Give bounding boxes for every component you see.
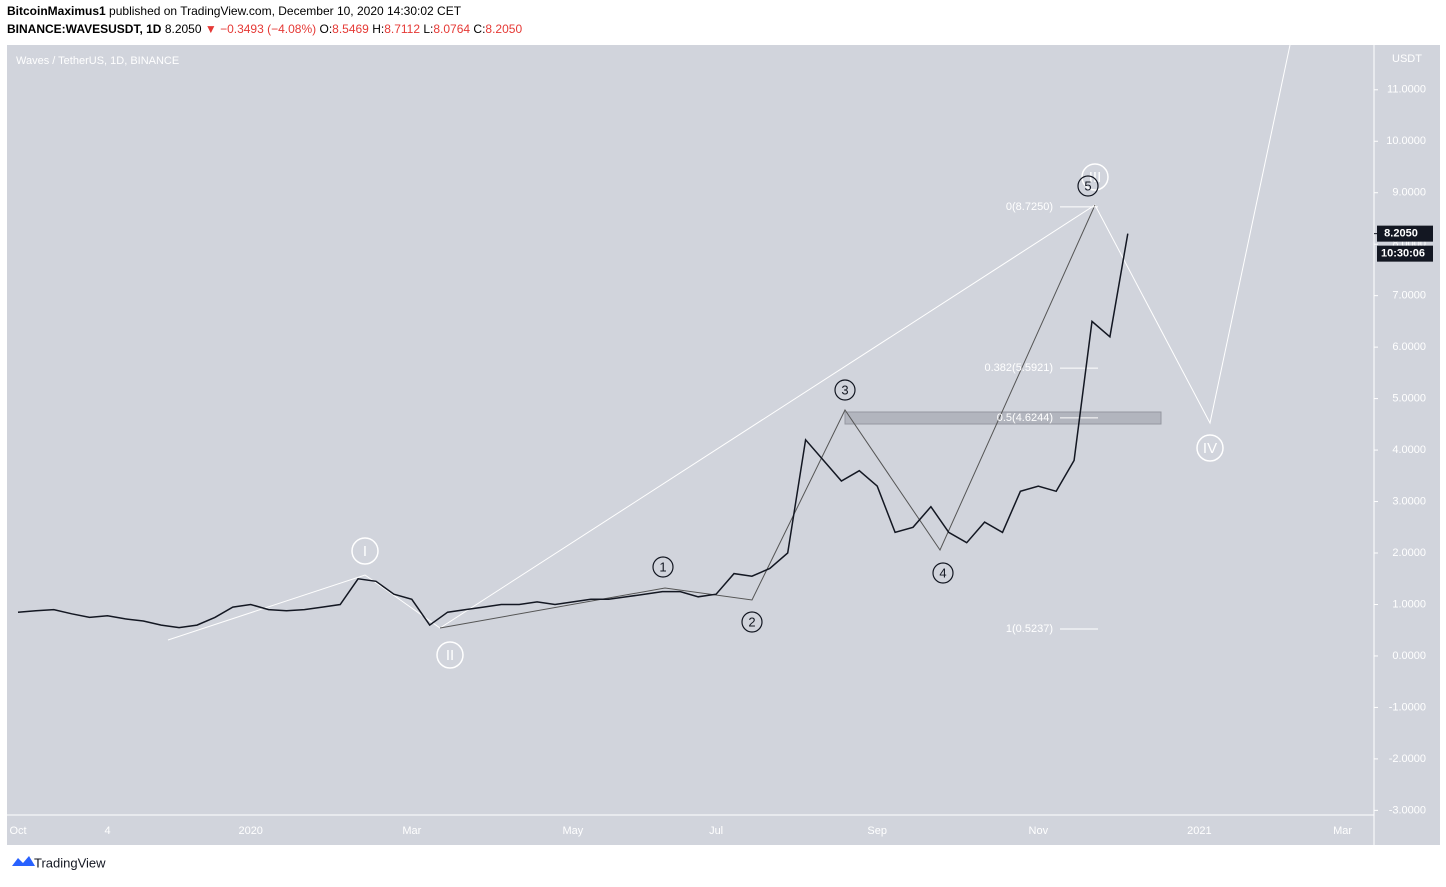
wave-lines-minor [439,204,1096,629]
x-tick-label: Sep [867,825,887,837]
y-tick-label: 10.0000 [1386,135,1426,147]
x-tick-label: Nov [1029,825,1049,837]
change: ▼ −0.3493 (−4.08%) [205,22,316,36]
header-line: BitcoinMaximus1 published on TradingView… [7,4,462,18]
countdown: 10:30:06 [1381,248,1425,260]
price-tag-bg [1377,225,1433,242]
logo [12,856,35,866]
y-tick-label: 11.0000 [1387,84,1426,96]
major-circles [351,163,1224,669]
x-tick-label: 2021 [1187,825,1211,837]
y-tick-label: -3.0000 [1389,804,1426,816]
wave-lines-major [167,44,1291,641]
x-tick-label: 4 [104,825,110,837]
wave-label: 1 [659,559,666,574]
brand: TradingView [34,855,106,870]
wave-label: 4 [939,565,946,580]
zone [844,411,1162,425]
y-tick-label: 6.0000 [1392,341,1426,353]
y-tick-label: 7.0000 [1392,290,1426,302]
h-label: H: [372,22,384,36]
plot-bg [7,45,1374,815]
y-tick-label: 3.0000 [1392,495,1426,507]
y-tick-label: 9.0000 [1392,187,1426,199]
l-label: L: [423,22,433,36]
high: 8.7112 [384,22,420,36]
y-tick-label: 2.0000 [1392,547,1426,559]
y-axis-label: USDT [1392,53,1422,65]
price-tag: 8.2050 [1384,228,1418,240]
circle [1077,175,1099,197]
y-tick-label: 1.0000 [1392,598,1426,610]
open: 8.5469 [332,22,369,36]
last: 8.2050 [165,22,202,36]
o-label: O: [319,22,332,36]
circle [1196,434,1224,462]
circle [741,611,763,633]
wave-label: IV [1203,440,1217,457]
wave-path [167,44,1291,641]
y-tick-label: 4.0000 [1392,444,1426,456]
wave-label: 3 [841,382,848,397]
wave-label: II [446,647,454,664]
x-axis-bg [7,815,1374,845]
circle [1081,163,1109,191]
y-axis-bg [1374,45,1440,845]
circle [834,379,856,401]
marks [17,206,1129,630]
y-tick-label: 5.0000 [1392,393,1426,405]
y-tick-label: -1.0000 [1389,701,1426,713]
x-tick-label: Jul [709,825,723,837]
c-label: C: [473,22,485,36]
price-line [17,233,1129,629]
author: BitcoinMaximus1 [7,4,106,18]
wave-label: 5 [1084,178,1091,193]
fib-label: 0(8.7250) [1006,201,1053,213]
y-tick-label: -2.0000 [1389,753,1426,765]
circle [351,537,379,565]
fib-label: 0.382(5.5921) [985,362,1054,374]
circle [652,556,674,578]
minor-circles [652,175,1099,633]
wave-label: III [1089,169,1102,186]
published: published on TradingView.com, December 1… [109,4,462,18]
quote-line: BINANCE:WAVESUSDT, 1D 8.2050 ▼ −0.3493 (… [7,22,522,36]
fib-label: 1(0.5237) [1006,623,1053,635]
fib-label: 0.5(4.6244) [997,412,1053,424]
x-tick-label: May [563,825,584,837]
circle [932,562,954,584]
close: 8.2050 [485,22,522,36]
wave-label: 2 [748,614,755,629]
circle [436,641,464,669]
x-tick-label: Mar [402,825,421,837]
countdown-bg [1377,245,1433,262]
symbol: BINANCE:WAVESUSDT, 1D [7,22,162,36]
low: 8.0764 [433,22,470,36]
wave-label: I [363,543,367,560]
chart-title: Waves / TetherUS, 1D, BINANCE [16,55,179,67]
x-tick-label: 2020 [238,825,262,837]
y-tick-label: 0.0000 [1392,650,1426,662]
wave-path [439,204,1096,629]
x-tick-label: Oct [9,825,26,837]
x-tick-label: Mar [1333,825,1352,837]
